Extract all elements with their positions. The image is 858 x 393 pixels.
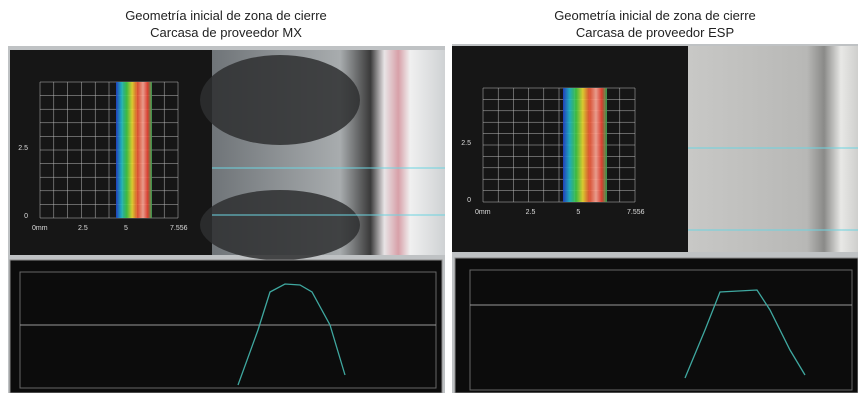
y-tick-label: 0 <box>24 213 28 220</box>
y-tick-label: 2.5 <box>461 140 471 147</box>
x-tick-label: 5 <box>124 225 128 232</box>
panel-title: Geometría inicial de zona de cierre <box>554 8 756 23</box>
x-tick-label: 7.556 <box>170 225 188 232</box>
shadow <box>200 55 360 145</box>
scene: Geometría inicial de zona de cierre Carca… <box>0 0 858 393</box>
y-tick-label: 2.5 <box>18 145 28 152</box>
x-tick-label: 0mm <box>475 209 491 216</box>
x-tick-label: 7.556 <box>627 209 645 216</box>
color-band <box>563 88 607 202</box>
x-tick-label: 2.5 <box>526 209 536 216</box>
profile-window <box>10 260 442 393</box>
x-tick-label: 5 <box>576 209 580 216</box>
x-tick-label: 2.5 <box>78 225 88 232</box>
shadow <box>200 190 360 260</box>
x-tick-label: 0mm <box>32 225 48 232</box>
panel-subtitle: Carcasa de proveedor ESP <box>576 25 734 40</box>
y-tick-label: 0 <box>467 197 471 204</box>
profile-window <box>455 258 858 393</box>
panel-title: Geometría inicial de zona de cierre <box>125 8 327 23</box>
panel-subtitle: Carcasa de proveedor MX <box>150 25 302 40</box>
microscope-image <box>688 46 858 252</box>
color-band <box>116 82 152 218</box>
